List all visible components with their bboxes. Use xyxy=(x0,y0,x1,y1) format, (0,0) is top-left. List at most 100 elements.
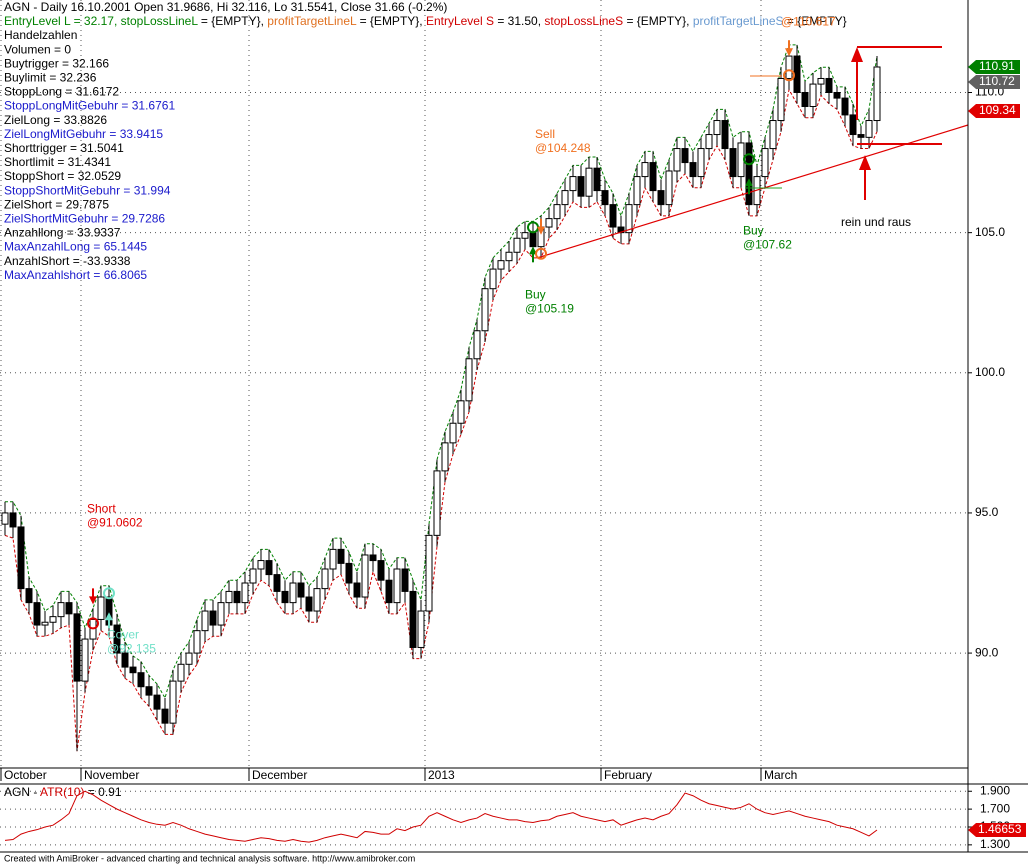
footer: Created with AmiBroker - advanced charti… xyxy=(4,853,415,863)
candle-body xyxy=(529,232,537,248)
text-segment: profitTargetLineL xyxy=(267,14,357,28)
signal-marker xyxy=(783,69,795,82)
candle-body xyxy=(481,288,489,332)
candle-body xyxy=(633,176,641,206)
candle-body xyxy=(233,590,241,604)
candle-body xyxy=(297,582,305,598)
text-segment: EntryLevel S xyxy=(426,14,494,28)
candle-body xyxy=(769,120,777,150)
signal-arrow-head xyxy=(785,48,793,57)
price-tag-label: 110.72 xyxy=(979,74,1015,88)
text-segment: = {EMPTY}, xyxy=(623,14,693,28)
trend-line xyxy=(536,124,969,259)
info-line: Buytrigger = 32.166 xyxy=(4,56,109,70)
signal-label: Short xyxy=(87,502,116,516)
candle-body xyxy=(169,680,177,724)
candle-body xyxy=(569,176,577,192)
candle-body xyxy=(761,148,769,178)
candle-body xyxy=(313,588,321,612)
candle-body xyxy=(9,512,17,528)
signal-arrow-head xyxy=(89,596,97,605)
price-tag-label: 110.91 xyxy=(979,59,1015,73)
candle-body xyxy=(33,602,41,626)
candle-body xyxy=(473,330,481,360)
candle-body xyxy=(49,616,57,623)
candle-body xyxy=(113,624,121,654)
candle-body xyxy=(713,120,721,136)
x-tick-label: October xyxy=(4,768,47,782)
signal-value: @104.248 xyxy=(535,141,591,155)
candle-body xyxy=(849,114,857,136)
candle-body xyxy=(433,470,441,536)
candle-body xyxy=(817,77,825,85)
candle-body xyxy=(449,422,457,444)
candle-body xyxy=(857,134,865,138)
bracket xyxy=(851,46,942,200)
candle-body xyxy=(97,596,105,620)
price-tag xyxy=(968,822,1026,837)
candle-body xyxy=(417,610,425,648)
candle-body xyxy=(745,142,753,206)
candle-body xyxy=(721,120,729,150)
candle-body xyxy=(833,91,841,99)
indicator-title: AGN - ATR(10) = 0.91 xyxy=(4,785,122,799)
candle-body xyxy=(129,666,137,674)
x-tick-label: December xyxy=(252,768,307,782)
info-line: StoppShortMitGebuhr = 31.994 xyxy=(4,183,171,197)
signal-label: Buy xyxy=(525,287,546,301)
candle-body xyxy=(281,590,289,604)
candle-body xyxy=(673,148,681,172)
candle-body xyxy=(465,358,473,402)
candle-body xyxy=(865,120,873,138)
candle-body xyxy=(17,526,25,590)
text-segment: stopLossLineL xyxy=(121,14,199,28)
candle-body xyxy=(305,596,313,612)
text-segment: = {EMPTY} xyxy=(784,14,847,28)
x-tick-label: November xyxy=(84,768,139,782)
signal-arrow-head xyxy=(745,178,753,187)
signal-value: @110.617 xyxy=(781,14,836,28)
candle-body xyxy=(689,162,697,178)
info-line: ZielShortMitGebuhr = 29.7286 xyxy=(4,211,165,225)
candle-body xyxy=(273,574,281,592)
candle-body xyxy=(137,672,145,688)
signal-arrow-head xyxy=(537,226,545,235)
candle-body xyxy=(873,66,881,122)
y-tick-label: 1.300 xyxy=(980,837,1010,851)
candle-body xyxy=(353,582,361,598)
candle-body xyxy=(265,560,273,576)
candle-body xyxy=(609,204,617,228)
candle-body xyxy=(177,663,185,682)
y-tick-label: 95.0 xyxy=(975,505,999,519)
candle-body xyxy=(505,251,513,262)
candle-body xyxy=(385,579,393,604)
candle-body xyxy=(209,610,217,626)
text-segment: AGN - xyxy=(4,785,40,799)
price-tag xyxy=(968,59,1020,74)
candle-body xyxy=(121,652,129,668)
signal-marker xyxy=(103,587,115,600)
candle-body xyxy=(153,694,161,710)
candle-body xyxy=(785,55,793,79)
candle-body xyxy=(561,190,569,206)
candle-body xyxy=(841,97,849,116)
candle-body xyxy=(41,621,49,626)
text-segment: = 31.50, xyxy=(494,14,544,28)
candle-body xyxy=(1,512,9,525)
signal-arrow-head xyxy=(529,246,537,255)
arrow-head xyxy=(859,155,871,170)
x-tick-label: 2013 xyxy=(428,768,455,782)
info-line: Shortlimit = 31.4341 xyxy=(4,155,111,169)
candle-body xyxy=(145,686,153,696)
candle-body xyxy=(329,548,337,570)
indicator-line xyxy=(4,790,878,843)
text-segment: profitTargetLineS xyxy=(693,14,784,28)
info-line: Buylimit = 32.236 xyxy=(4,70,97,84)
signal-label: Sell xyxy=(535,127,555,141)
grid xyxy=(0,0,968,846)
candle-body xyxy=(225,590,233,604)
info-line: AnzahlShort = -33.9338 xyxy=(4,254,131,268)
low-envelope xyxy=(4,88,878,752)
candle-body xyxy=(801,91,809,108)
candle-body xyxy=(193,630,201,654)
